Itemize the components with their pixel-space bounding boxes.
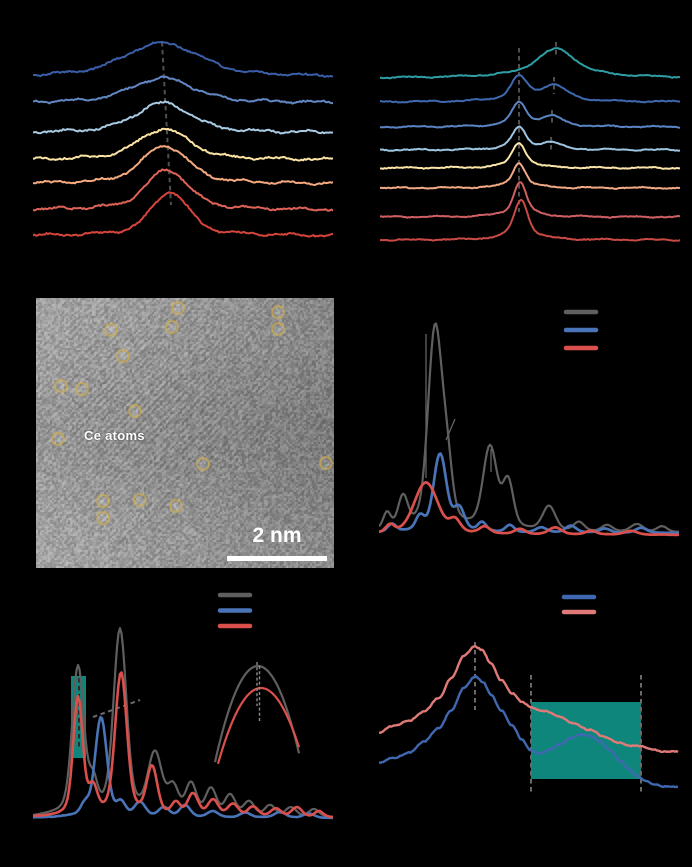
tem-scale-label: 2 nm bbox=[252, 524, 302, 547]
series-curve bbox=[33, 127, 333, 162]
series-curve bbox=[379, 675, 679, 789]
panel-e-pattern-plot bbox=[33, 590, 333, 850]
series-curve bbox=[33, 191, 333, 238]
series-curve bbox=[380, 100, 680, 129]
panel-c-tem-image: Ce atoms 2 nm bbox=[36, 298, 334, 568]
series-curve bbox=[380, 47, 680, 80]
series-curve bbox=[380, 181, 680, 219]
series-curve bbox=[33, 100, 333, 135]
series-curve bbox=[379, 645, 679, 754]
series-curve bbox=[379, 322, 680, 533]
series-curve bbox=[33, 40, 333, 78]
dashed-guide-line bbox=[161, 41, 172, 206]
plot-stacked-spectra-right bbox=[380, 42, 680, 242]
plot-pattern-comparison-top bbox=[379, 309, 680, 537]
zoom-inset bbox=[213, 662, 301, 765]
tem-micrograph-canvas bbox=[36, 298, 334, 568]
series-curve bbox=[379, 481, 680, 537]
tem-scale-bar bbox=[227, 556, 327, 561]
inset-curve bbox=[213, 664, 301, 763]
plot-pattern-comparison-bottom bbox=[33, 592, 333, 820]
series-curve bbox=[33, 75, 333, 105]
series-curve bbox=[380, 73, 680, 104]
series-curve bbox=[380, 198, 680, 242]
tem-ce-atoms-label: Ce atoms bbox=[84, 428, 145, 443]
series-curve bbox=[380, 125, 680, 152]
series-curve bbox=[33, 145, 333, 187]
series-curve bbox=[380, 142, 680, 170]
legend bbox=[217, 592, 253, 629]
panel-b-stacked-spectra bbox=[380, 30, 680, 260]
highlight-box bbox=[531, 702, 641, 779]
legend bbox=[563, 309, 599, 351]
plot-peak-shift-comparison bbox=[379, 594, 679, 795]
series-curve bbox=[33, 671, 333, 819]
series-curve bbox=[380, 162, 680, 190]
legend bbox=[561, 594, 597, 615]
series-curve bbox=[33, 168, 333, 212]
panel-a-stacked-spectra bbox=[33, 30, 333, 255]
panel-f-peak-shift-plot bbox=[379, 590, 680, 850]
inset-curve bbox=[216, 686, 301, 765]
plot-stacked-spectra-left bbox=[33, 40, 333, 238]
panel-d-pattern-plot bbox=[379, 300, 680, 555]
